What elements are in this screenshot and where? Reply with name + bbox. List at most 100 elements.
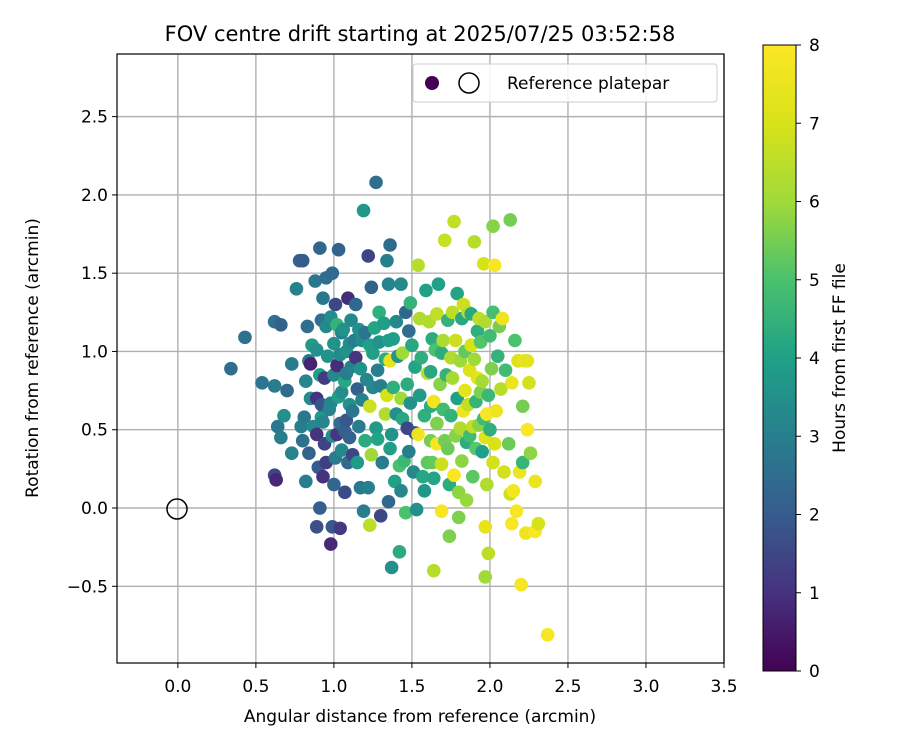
data-point: [267, 379, 282, 393]
data-point: [405, 338, 419, 352]
data-point: [441, 441, 455, 456]
data-point: [323, 537, 338, 551]
chart-title: FOV centre drift starting at 2025/07/25 …: [165, 22, 676, 46]
data-point: [515, 455, 530, 470]
y-tick-label: 1.0: [81, 342, 108, 362]
data-point: [255, 375, 269, 390]
data-point: [417, 483, 432, 498]
data-point: [384, 560, 399, 575]
reference-platepar-marker: [166, 498, 188, 520]
data-point: [334, 443, 349, 457]
data-point: [320, 349, 335, 363]
data-point: [362, 399, 377, 414]
data-point: [445, 371, 460, 385]
colorbar: 0 1 2 3 4 5 6 7 8 Hours from first FF file: [762, 36, 850, 682]
data-point: [475, 444, 489, 459]
legend-scatter-swatch: [425, 76, 439, 90]
colorbar-tick-label: 1: [809, 584, 820, 604]
data-point: [325, 266, 340, 280]
colorbar-gradient: [762, 44, 797, 672]
legend-reference-swatch: [458, 72, 480, 94]
data-point: [503, 213, 518, 227]
data-point: [419, 283, 433, 298]
x-tick-label: 2.5: [554, 677, 581, 697]
data-point: [523, 446, 538, 461]
data-point: [362, 518, 377, 533]
data-point: [328, 297, 343, 312]
data-point: [425, 332, 440, 346]
y-axis-ticks: −0.5 0.0 0.5 1.0 1.5 2.0 2.5: [67, 108, 117, 597]
colorbar-tick-label: 4: [809, 349, 820, 369]
data-point: [455, 454, 469, 468]
data-point: [330, 358, 344, 373]
data-point: [373, 509, 388, 523]
data-point: [540, 628, 555, 642]
data-point: [448, 333, 463, 348]
data-point: [394, 483, 408, 498]
data-point: [528, 474, 542, 489]
data-point: [381, 494, 396, 509]
data-point: [451, 510, 466, 525]
data-point: [478, 570, 493, 584]
x-tick-label: 0.0: [164, 677, 191, 697]
x-tick-label: 1.0: [320, 677, 347, 697]
data-point: [436, 333, 450, 348]
y-tick-label: 0.5: [81, 421, 108, 441]
data-point: [280, 383, 294, 398]
data-point: [313, 241, 327, 255]
data-point: [401, 324, 416, 338]
x-axis-ticks: 0.0 0.5 1.0 1.5 2.0 2.5 3.0 3.5: [164, 663, 738, 697]
data-point: [444, 408, 458, 423]
data-point: [316, 291, 330, 306]
data-point: [447, 214, 461, 229]
data-point: [476, 256, 491, 271]
data-point: [514, 577, 528, 592]
data-point: [426, 471, 441, 486]
colorbar-ticks: 0 1 2 3 4 5 6 7 8: [796, 36, 820, 682]
data-point: [299, 474, 313, 489]
data-point: [398, 505, 413, 520]
data-point: [481, 546, 496, 561]
data-point: [361, 249, 376, 263]
data-point: [274, 318, 288, 332]
data-point: [299, 374, 313, 389]
data-point: [430, 416, 444, 431]
data-point: [450, 286, 464, 301]
data-point: [338, 485, 352, 500]
data-point: [345, 404, 360, 418]
data-point: [295, 433, 310, 448]
data-point: [378, 407, 393, 421]
data-point: [356, 203, 371, 218]
data-point: [486, 455, 500, 470]
data-point: [447, 468, 461, 482]
legend: Reference platepar: [412, 63, 718, 103]
data-point: [522, 375, 536, 390]
data-point: [509, 504, 524, 518]
data-point: [481, 388, 496, 403]
legend-label: Reference platepar: [507, 74, 669, 94]
data-point: [489, 404, 503, 418]
data-point: [531, 516, 546, 531]
x-tick-label: 3.5: [710, 677, 737, 697]
data-point: [426, 394, 441, 409]
data-point: [327, 336, 341, 351]
colorbar-tick-label: 3: [809, 427, 820, 447]
colorbar-tick-label: 8: [809, 36, 820, 56]
data-point: [377, 316, 391, 331]
data-point: [392, 545, 407, 559]
data-point: [494, 382, 508, 396]
data-point: [334, 385, 349, 399]
data-point: [350, 455, 365, 470]
data-point: [414, 350, 429, 365]
data-point: [478, 519, 493, 534]
data-point: [270, 419, 285, 434]
data-point: [403, 396, 418, 410]
data-point: [342, 430, 357, 445]
data-point: [309, 343, 324, 357]
data-point: [400, 377, 415, 392]
data-point: [384, 427, 399, 442]
data-point: [383, 441, 397, 456]
data-point: [504, 516, 519, 531]
data-point: [467, 352, 482, 367]
